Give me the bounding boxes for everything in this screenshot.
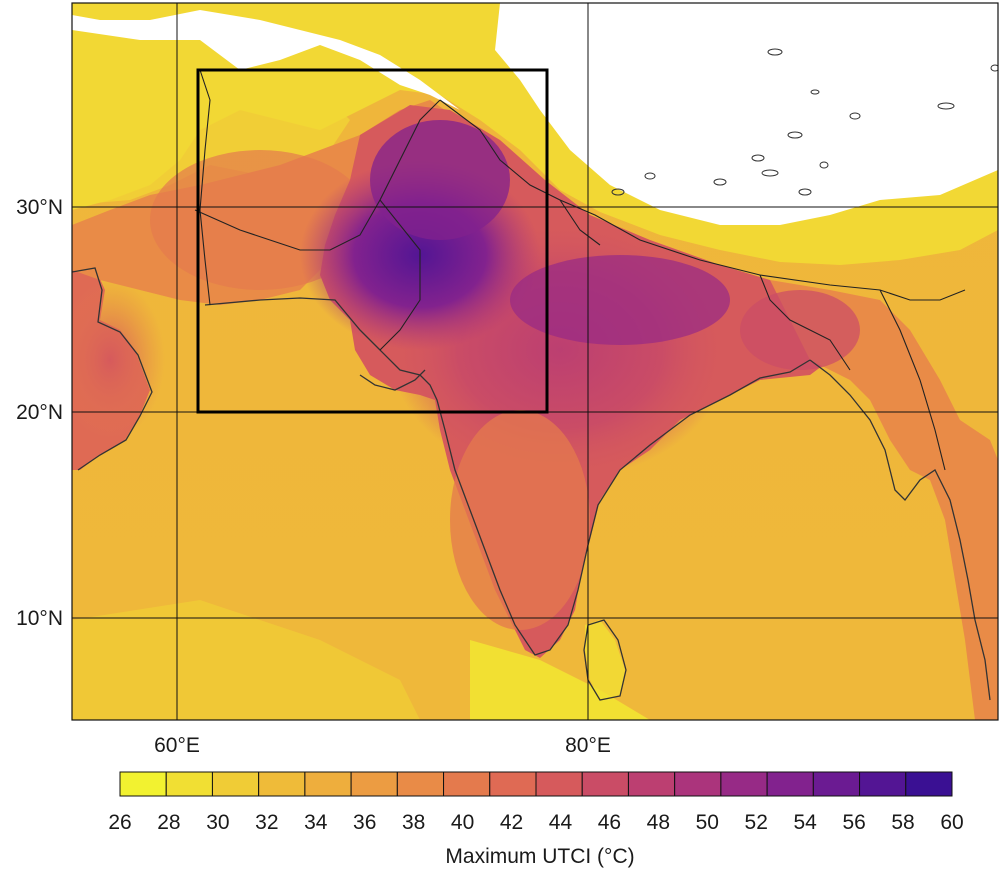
colorbar-tick-label: 38 [402, 811, 425, 834]
colorbar-swatch [258, 771, 306, 797]
colorbar-swatch [812, 771, 861, 797]
lat-label-20n: 20°N [16, 401, 63, 424]
colorbar-tick-label: 28 [157, 811, 180, 834]
hot-core-gangetic [510, 255, 730, 345]
arabia-warm [72, 280, 165, 440]
colorbar-swatch [443, 771, 491, 797]
map-frame [71, 2, 999, 721]
lat-label-10n: 10°N [16, 607, 63, 630]
hot-core-north [370, 120, 510, 240]
colorbar-swatch [627, 771, 676, 797]
colorbar-tick-label: 34 [304, 811, 328, 834]
colorbar-swatch [211, 771, 260, 797]
colorbar-tick-label: 36 [353, 811, 376, 834]
colorbar-swatch [350, 771, 398, 797]
colorbar-tick-label: 56 [842, 811, 865, 834]
colorbar-tick-label: 44 [549, 811, 573, 834]
colorbar-swatch [304, 771, 352, 797]
colorbar-tick-label: 58 [891, 811, 914, 834]
northwest-snow [72, 10, 460, 110]
colorbar-swatch [489, 771, 537, 797]
colorbar-tick-label: 40 [451, 811, 474, 834]
west-sea-cool [72, 600, 420, 720]
colorbar-tick-label: 32 [255, 811, 278, 834]
colorbar-swatch [859, 771, 907, 797]
colorbar-swatch [766, 771, 814, 797]
borders [194, 69, 966, 471]
colorbar-tick-label: 50 [696, 811, 719, 834]
region-box [196, 68, 549, 414]
colorbar-tick-label: 54 [793, 811, 817, 834]
colorbar-swatch [674, 771, 722, 797]
colorbar: 26 28 30 32 34 36 38 40 42 44 46 48 50 52 54 56 58 60 [108, 771, 964, 834]
india-south-warm [450, 410, 590, 630]
sri-lanka [585, 620, 625, 700]
south-sea-cool [470, 640, 650, 720]
colorbar-title: Maximum UTCI (°C) [445, 845, 634, 868]
colorbar-tick-label: 42 [500, 811, 523, 834]
colorbar-tick-label: 48 [647, 811, 670, 834]
tibet-lakes [611, 48, 998, 196]
lat-label-30n: 30°N [16, 196, 63, 219]
colorbar-swatch [396, 771, 445, 797]
colorbar-swatch [165, 771, 213, 797]
colorbar-swatch [535, 771, 583, 797]
coastlines [72, 267, 991, 701]
east-warm [740, 290, 860, 370]
colorbar-tick-label: 30 [206, 811, 229, 834]
lon-label-60e: 60°E [154, 734, 200, 757]
colorbar-tick-label: 46 [598, 811, 621, 834]
map-field [72, 3, 998, 720]
colorbar-swatch [581, 771, 629, 797]
lon-label-80e: 80°E [565, 734, 611, 757]
colorbar-swatch [720, 771, 768, 797]
colorbar-tick-label: 60 [940, 811, 963, 834]
colorbar-tick-label: 26 [108, 811, 131, 834]
north-snow [495, 3, 998, 225]
colorbar-tick-label: 52 [745, 811, 768, 834]
colorbar-swatch [119, 771, 167, 797]
east-land [770, 280, 998, 720]
colorbar-swatch [905, 771, 953, 797]
